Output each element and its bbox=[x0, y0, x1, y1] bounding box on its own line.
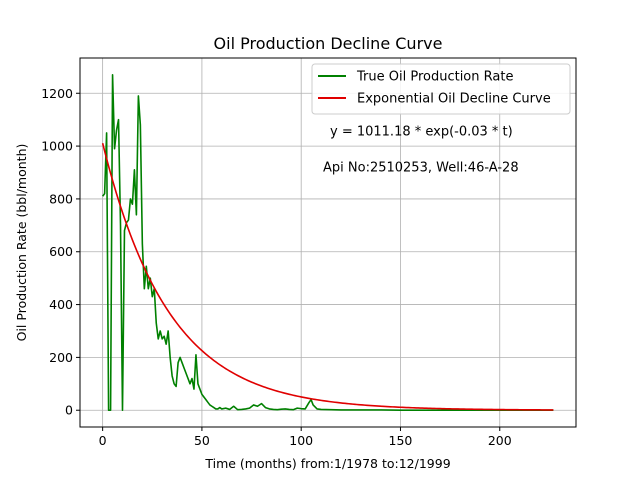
x-tick-label: 100 bbox=[289, 433, 313, 448]
x-tick-label: 50 bbox=[194, 433, 210, 448]
y-axis-label: Oil Production Rate (bbl/month) bbox=[14, 144, 29, 342]
x-tick-label: 0 bbox=[99, 433, 107, 448]
y-tick-label: 1000 bbox=[41, 139, 73, 154]
equation-annotation: y = 1011.18 * exp(-0.03 * t) bbox=[330, 125, 513, 140]
plot-frame bbox=[79, 57, 577, 428]
y-tick-label: 600 bbox=[49, 244, 73, 259]
axis-ticks: 0 50 100 150 200 0 200 400 600 800 1000 1200 bbox=[41, 86, 512, 448]
y-tick-label: 400 bbox=[49, 297, 73, 312]
legend: True Oil Production Rate Exponential Oil… bbox=[311, 63, 571, 115]
y-tick-label: 0 bbox=[65, 403, 73, 418]
y-tick-label: 800 bbox=[49, 191, 73, 206]
x-axis-label: Time (months) from:1/1978 to:12/1999 bbox=[204, 456, 450, 471]
x-tick-label: 200 bbox=[488, 433, 512, 448]
legend-box bbox=[311, 63, 571, 115]
legend-label-true-rate: True Oil Production Rate bbox=[356, 70, 513, 85]
plot-area bbox=[101, 73, 554, 412]
y-tick-label: 1200 bbox=[41, 86, 73, 101]
legend-label-exp-curve: Exponential Oil Decline Curve bbox=[357, 92, 551, 107]
series-exponential-decline-curve bbox=[101, 142, 554, 411]
well-annotation: Api No:2510253, Well:46-A-28 bbox=[323, 161, 519, 176]
x-tick-label: 150 bbox=[389, 433, 413, 448]
series-true-oil-production-rate bbox=[101, 73, 554, 412]
y-tick-label: 200 bbox=[49, 350, 73, 365]
chart-title: Oil Production Decline Curve bbox=[214, 34, 443, 53]
